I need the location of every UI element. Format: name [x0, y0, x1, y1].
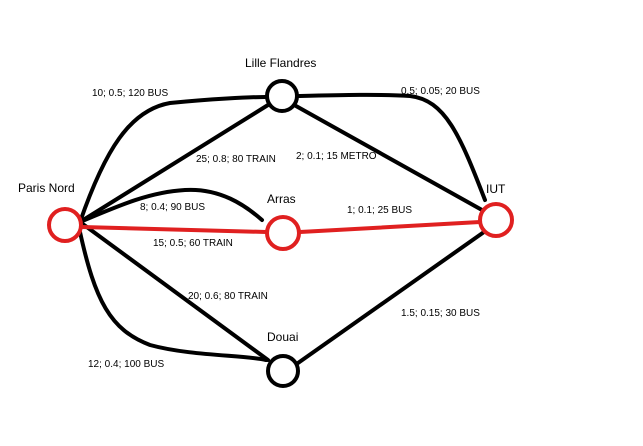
edge-label-lille-flandres-iut-metro: 2; 0.1; 15 METRO [296, 151, 377, 162]
edge-paris-nord-lille-flandres-train [78, 103, 270, 224]
edge-paris-nord-douai-train [78, 220, 270, 362]
edge-labels: 10; 0.5; 120 BUS 25; 0.8; 80 TRAIN 8; 0.… [88, 86, 480, 370]
edge-douai-iut-bus [296, 230, 486, 365]
node-label-iut: IUT [486, 182, 506, 196]
edge-paris-nord-arras-bus [78, 187, 264, 224]
nodes [47, 79, 514, 388]
node-label-arras: Arras [267, 192, 296, 206]
node-douai[interactable] [266, 354, 300, 388]
node-lille-flandres[interactable] [265, 79, 299, 113]
edge-label-paris-nord-lille-flandres-train: 25; 0.8; 80 TRAIN [196, 154, 276, 165]
edge-label-paris-nord-douai-train: 20; 0.6; 80 TRAIN [188, 291, 268, 302]
edge-label-lille-flandres-iut-bus: 0.5; 0.05; 20 BUS [401, 86, 480, 97]
edge-paris-nord-lille-flandres-bus [78, 95, 267, 224]
edge-label-paris-nord-arras-bus: 8; 0.4; 90 BUS [140, 202, 205, 213]
node-labels: Paris Nord Lille Flandres Arras IUT Doua… [18, 56, 506, 344]
edge-label-paris-nord-arras-train: 15; 0.5; 60 TRAIN [153, 238, 233, 249]
edge-label-paris-nord-lille-flandres-bus: 10; 0.5; 120 BUS [92, 88, 168, 99]
edge-lille-flandres-iut-metro [294, 104, 484, 212]
node-paris-nord[interactable] [47, 207, 83, 243]
node-label-lille-flandres: Lille Flandres [245, 56, 316, 70]
edges [78, 92, 487, 365]
node-arras[interactable] [265, 215, 301, 251]
edge-paris-nord-douai-bus [78, 230, 268, 362]
edge-label-arras-iut-bus: 1; 0.1; 25 BUS [347, 205, 412, 216]
edge-lille-flandres-iut-bus [296, 92, 487, 202]
edge-paris-nord-arras-train [80, 225, 268, 234]
node-label-douai: Douai [267, 330, 298, 344]
node-label-paris-nord: Paris Nord [18, 181, 75, 195]
node-iut[interactable] [478, 202, 514, 238]
edge-label-douai-iut-bus: 1.5; 0.15; 30 BUS [401, 308, 480, 319]
edge-label-paris-nord-douai-bus: 12; 0.4; 100 BUS [88, 359, 164, 370]
edge-arras-iut-bus [298, 220, 482, 234]
